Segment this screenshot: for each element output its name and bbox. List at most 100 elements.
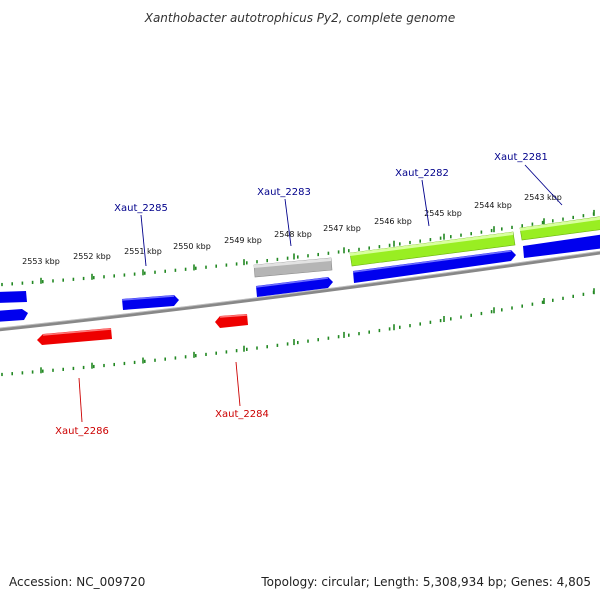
minor-tick [82, 276, 85, 281]
minor-tick [419, 322, 421, 326]
tick-label: 2546 kbp [374, 217, 412, 226]
gene-block[interactable] [254, 258, 331, 268]
ruler-major-ticks [40, 209, 595, 374]
minor-tick [541, 220, 544, 225]
minor-tick [235, 349, 238, 353]
minor-tick [42, 369, 44, 373]
minor-tick [266, 258, 268, 263]
minor-tick [72, 277, 75, 281]
gene-block[interactable] [349, 231, 516, 267]
minor-tick [337, 335, 340, 339]
gene-label[interactable]: Xaut_2283 [257, 187, 311, 198]
minor-tick [399, 325, 401, 329]
gene-block[interactable] [350, 232, 513, 256]
minor-tick [501, 308, 503, 312]
minor-tick [470, 313, 472, 317]
minor-tick [144, 359, 146, 363]
minor-tick [572, 215, 574, 220]
minor-tick [511, 225, 513, 229]
minor-tick [195, 266, 197, 270]
ruler-tick-labels: 2553 kbp 2552 kbp 2551 kbp 2550 kbp 2549 kbp… [22, 193, 562, 266]
minor-tick [388, 327, 391, 331]
gene-callout-line [421, 179, 430, 227]
minor-tick [358, 332, 360, 336]
reverse-gene-track [37, 314, 248, 345]
minor-tick [256, 260, 258, 264]
gene-arrow-highlight [219, 314, 248, 318]
gene-arrow[interactable] [0, 291, 27, 303]
minor-tick [195, 354, 197, 358]
tick-label: 2548 kbp [274, 230, 312, 239]
minor-tick [348, 249, 350, 253]
gene-arrow-highlight [255, 277, 329, 288]
gene-label[interactable]: Xaut_2281 [494, 152, 548, 163]
tick-label: 2551 kbp [124, 247, 162, 256]
minor-tick [552, 298, 554, 302]
minor-tick [470, 232, 472, 236]
minor-tick [144, 271, 146, 275]
gene-label[interactable]: Xaut_2284 [215, 409, 269, 420]
minor-tick [552, 219, 554, 223]
minor-tick [490, 310, 493, 314]
minor-tick [62, 278, 64, 282]
minor-tick [388, 243, 391, 247]
gene-callouts: Xaut_2285 Xaut_2283 Xaut_2282 Xaut_2281 Xaut… [55, 152, 563, 437]
outer-gene-track [253, 216, 600, 278]
minor-tick [286, 256, 289, 260]
gene-arrow[interactable] [0, 309, 28, 322]
minor-tick [409, 240, 411, 245]
minor-tick [439, 318, 442, 323]
minor-tick [562, 296, 564, 300]
gene-arrow[interactable] [256, 277, 333, 297]
minor-tick [62, 367, 64, 371]
gene-label[interactable]: Xaut_2285 [114, 203, 168, 214]
minor-tick [11, 282, 13, 286]
gene-label[interactable]: Xaut_2286 [55, 426, 109, 437]
minor-tick [409, 324, 411, 328]
minor-tick [1, 282, 3, 287]
minor-tick [113, 274, 115, 278]
gene-arrow[interactable] [37, 328, 112, 345]
tick-label: 2543 kbp [524, 193, 562, 202]
minor-tick [123, 273, 126, 277]
tick-label: 2549 kbp [224, 236, 262, 245]
minor-tick [133, 360, 136, 365]
gene-callout-line [235, 361, 241, 407]
genome-summary-text: Topology: circular; Length: 5,308,934 bp… [260, 575, 591, 589]
genome-backbone-highlight [0, 250, 600, 329]
minor-tick [21, 371, 24, 375]
minor-tick [174, 268, 177, 272]
minor-tick [42, 280, 44, 284]
gene-label[interactable]: Xaut_2282 [395, 168, 449, 179]
minor-tick [215, 264, 217, 268]
minor-tick [348, 333, 350, 337]
minor-tick [52, 368, 54, 372]
minor-tick [72, 366, 75, 371]
minor-tick [184, 355, 187, 359]
minor-tick [307, 254, 309, 258]
minor-tick [52, 279, 54, 283]
gene-arrow[interactable] [523, 234, 600, 258]
minor-tick [521, 304, 523, 308]
minor-tick [317, 252, 319, 257]
genome-backbone [0, 250, 600, 332]
gene-arrow-highlight [352, 250, 512, 273]
minor-tick [307, 339, 309, 343]
minor-tick [164, 269, 166, 273]
gene-block[interactable] [520, 216, 600, 231]
minor-tick [378, 328, 381, 333]
minor-tick [154, 358, 156, 362]
minor-tick [317, 338, 319, 342]
tick-label: 2547 kbp [323, 224, 361, 233]
forward-gene-track [0, 234, 600, 322]
minor-tick [368, 246, 370, 250]
gene-callout-line [78, 377, 83, 423]
minor-tick [480, 311, 483, 316]
gene-arrow[interactable] [353, 250, 516, 283]
minor-tick [450, 235, 452, 239]
minor-tick [572, 294, 574, 298]
minor-tick [327, 251, 330, 255]
minor-tick [103, 275, 105, 279]
upper-ruler-minor-ticks [1, 212, 595, 287]
minor-tick [286, 342, 289, 346]
